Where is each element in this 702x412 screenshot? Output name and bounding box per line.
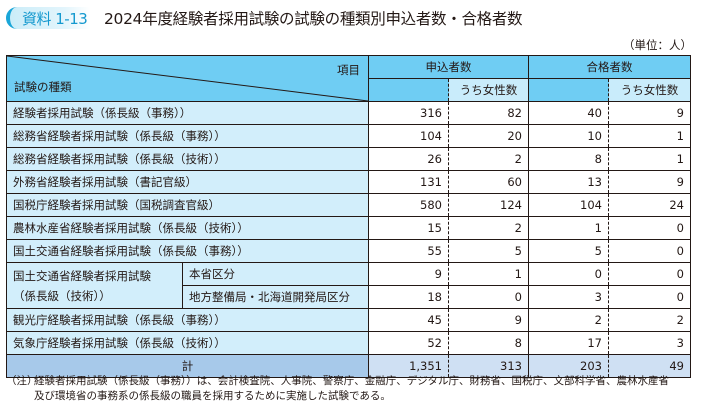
total-passers-women: 49: [608, 354, 691, 378]
applicants-value: 316: [368, 101, 449, 125]
exam-name: 国税庁経験者採用試験（国税調査官級）: [6, 193, 369, 217]
col-passers-header: 合格者数: [528, 55, 691, 79]
applicants-value: 55: [368, 239, 449, 263]
figure-number: 資料 1-13: [22, 9, 88, 28]
passers-value: 5: [528, 239, 609, 263]
exam-group-name: 国土交通省経験者採用試験 （係長級（技術））: [6, 262, 183, 309]
table-row: 国土交通省経験者採用試験 （係長級（技術）） 本省区分 9 1 0 0: [6, 262, 691, 309]
figure-title: 2024年度経験者採用試験の試験の種類別申込者数・合格者数: [104, 10, 523, 28]
applicants-value: 52: [368, 331, 449, 355]
col-passers-women-header: うち女性数: [608, 78, 691, 102]
applicants-women-value: 124: [448, 193, 529, 217]
passers-women-value: 1: [608, 147, 691, 171]
table-row: 外務省経験者採用試験（書記官級） 131 60 13 9: [6, 170, 691, 194]
header-row-2: うち女性数 うち女性数: [7, 78, 691, 102]
footnote-mark: （注）: [6, 375, 38, 387]
passers-women-value: 0: [608, 262, 691, 286]
applicants-women-value: 20: [448, 124, 529, 148]
passers-value: 17: [528, 331, 609, 355]
applicants-women-value: 1: [448, 262, 529, 286]
applicants-value: 104: [368, 124, 449, 148]
col-passers-spacer: [528, 78, 609, 102]
passers-value: 13: [528, 170, 609, 194]
table-row: 総務省経験者採用試験（係長級（技術）） 26 2 8 1: [6, 147, 691, 171]
total-applicants-women: 313: [448, 354, 529, 378]
applicants-women-value: 5: [448, 239, 529, 263]
passers-women-value: 0: [608, 239, 691, 263]
diagonal-divider: [7, 56, 368, 101]
passers-women-value: 1: [608, 124, 691, 148]
total-row: 計 1,351 313 203 49: [6, 354, 691, 378]
table-row: 経験者採用試験（係長級（事務）） 316 82 40 9: [6, 101, 691, 125]
col-applicants-women-header: うち女性数: [448, 78, 529, 102]
table-row: 総務省経験者採用試験（係長級（事務）） 104 20 10 1: [6, 124, 691, 148]
passers-value: 1: [528, 216, 609, 240]
passers-value: 0: [528, 262, 609, 286]
applicants-value: 45: [368, 308, 449, 332]
passers-value: 3: [528, 285, 609, 309]
figure-header: 資料 1-13 2024年度経験者採用試験の試験の種類別申込者数・合格者数: [6, 6, 523, 30]
table-row: 地方整備局・北海道開発局区分 18 0 3 0: [7, 285, 691, 309]
exam-subdivision: 地方整備局・北海道開発局区分: [182, 285, 369, 309]
header-row-1: 項目 試験の種類 申込者数 合格者数: [6, 55, 691, 102]
exam-name: 国土交通省経験者採用試験（係長級（事務））: [6, 239, 369, 263]
exam-name: 気象庁経験者採用試験（係長級（技術））: [6, 331, 369, 355]
exam-name: 総務省経験者採用試験（係長級（事務））: [6, 124, 369, 148]
exam-name: 総務省経験者採用試験（係長級（技術））: [6, 147, 369, 171]
footnote-line-2: 及び環境省の事務系の係長級の職員を採用するために実施した試験である。: [34, 390, 391, 402]
total-applicants: 1,351: [368, 354, 449, 378]
exam-name: 観光庁経験者採用試験（係長級（事務））: [6, 308, 369, 332]
applicants-women-value: 82: [448, 101, 529, 125]
applicants-women-value: 0: [448, 285, 529, 309]
data-table: 項目 試験の種類 申込者数 合格者数 うち女性数 うち女性数 経験者採用試験（係…: [6, 55, 691, 378]
exam-subdivision: 本省区分: [182, 262, 369, 286]
table-row: 農林水産省経験者採用試験（係長級（技術）） 15 2 1 0: [6, 216, 691, 240]
table-row: 観光庁経験者採用試験（係長級（事務）） 45 9 2 2: [6, 308, 691, 332]
passers-women-value: 9: [608, 170, 691, 194]
applicants-women-value: 2: [448, 147, 529, 171]
exam-name: 外務省経験者採用試験（書記官級）: [6, 170, 369, 194]
total-passers: 203: [528, 354, 609, 378]
passers-women-value: 0: [608, 216, 691, 240]
footnote-line-1: 経験者採用試験（係長級（事務））は、会計検査院、人事院、警察庁、金融庁、デジタル…: [34, 375, 670, 387]
applicants-value: 15: [368, 216, 449, 240]
applicants-women-value: 9: [448, 308, 529, 332]
applicants-value: 18: [368, 285, 449, 309]
col-applicants-spacer: [368, 78, 449, 102]
table-row: 国税庁経験者採用試験（国税調査官級） 580 124 104 24: [6, 193, 691, 217]
applicants-women-value: 8: [448, 331, 529, 355]
corner-kind-label: 試験の種類: [14, 80, 72, 94]
col-applicants-header: 申込者数: [368, 55, 529, 79]
passers-women-value: 2: [608, 308, 691, 332]
passers-women-value: 24: [608, 193, 691, 217]
exam-group-name-line2: （係長級（技術））: [13, 288, 111, 303]
footnote: （注） 経験者採用試験（係長級（事務））は、会計検査院、人事院、警察庁、金融庁、…: [6, 374, 669, 404]
passers-women-value: 9: [608, 101, 691, 125]
table-row: 気象庁経験者採用試験（係長級（技術）） 52 8 17 3: [6, 331, 691, 355]
applicants-value: 26: [368, 147, 449, 171]
applicants-women-value: 2: [448, 216, 529, 240]
total-label: 計: [6, 354, 369, 378]
applicants-value: 580: [368, 193, 449, 217]
passers-value: 8: [528, 147, 609, 171]
applicants-value: 131: [368, 170, 449, 194]
corner-header-cell: 項目 試験の種類: [6, 55, 369, 102]
table-row: 国土交通省経験者採用試験（係長級（事務）） 55 5 5 0: [6, 239, 691, 263]
passers-women-value: 0: [608, 285, 691, 309]
passers-value: 40: [528, 101, 609, 125]
exam-name: 経験者採用試験（係長級（事務））: [6, 101, 369, 125]
figure-badge: 資料 1-13: [6, 7, 90, 29]
passers-value: 10: [528, 124, 609, 148]
footnote-indent: [6, 389, 34, 404]
applicants-value: 9: [368, 262, 449, 286]
exam-name: 農林水産省経験者採用試験（係長級（技術））: [6, 216, 369, 240]
applicants-women-value: 60: [448, 170, 529, 194]
passers-value: 104: [528, 193, 609, 217]
passers-women-value: 3: [608, 331, 691, 355]
passers-value: 2: [528, 308, 609, 332]
corner-item-label: 項目: [337, 63, 360, 77]
unit-label: （単位：人）: [623, 38, 692, 52]
exam-group-name-line1: 国土交通省経験者採用試験: [13, 268, 151, 283]
